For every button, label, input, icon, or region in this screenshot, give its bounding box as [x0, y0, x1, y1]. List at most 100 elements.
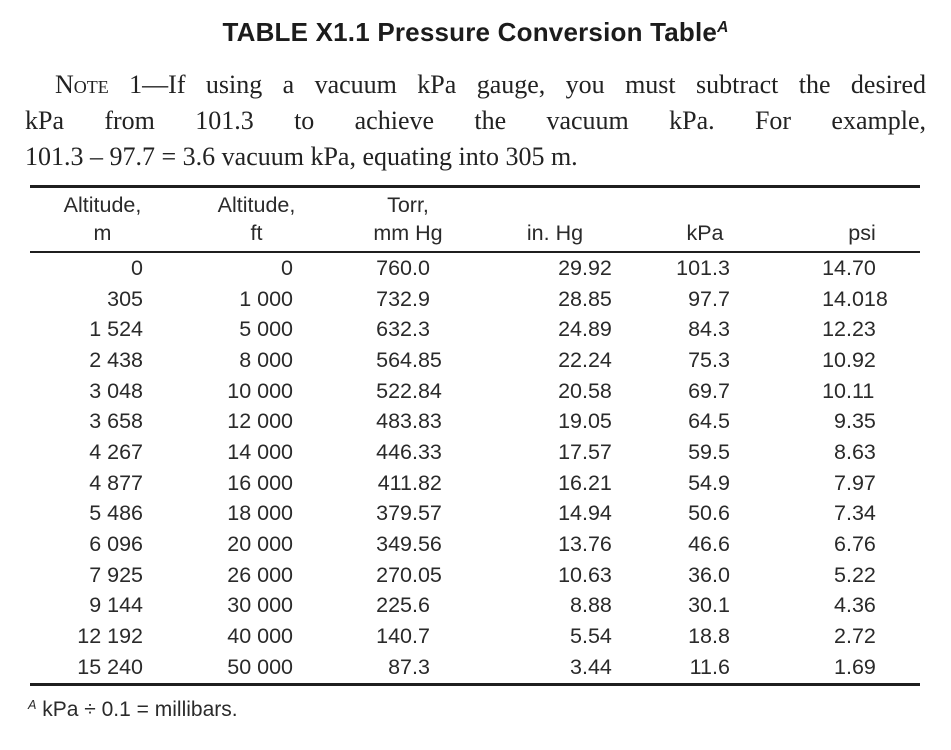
- table-cell: 760.0: [376, 255, 430, 280]
- table-cell: 87.3: [388, 654, 430, 679]
- pressure-conversion-table: Altitude, m Altitude, ft Torr, mm Hg in.…: [30, 185, 920, 686]
- table-cell: 14.70: [822, 255, 876, 280]
- table-cell: 101.3: [676, 255, 730, 280]
- table-row: 0 0 760.0 29.92 101.3 14.70: [30, 252, 920, 284]
- table-cell: 140.7: [376, 624, 430, 649]
- table-cell: 29.92: [558, 255, 612, 280]
- table-cell: 732.9: [376, 286, 430, 311]
- table-cell: 1 524: [89, 317, 143, 342]
- table-cell: 564.85: [376, 347, 442, 372]
- note-line: kPa from 101.3 to achieve the vacuum kPa…: [25, 106, 926, 135]
- table-cell: 24.89: [558, 317, 612, 342]
- table-cell: 40 000: [227, 624, 293, 649]
- table-cell: 3 658: [89, 409, 143, 434]
- table-cell: 446.33: [376, 439, 442, 464]
- table-cell: 7.97: [834, 470, 876, 495]
- table-cell: 305: [107, 286, 143, 311]
- column-header-in-hg: in. Hg: [470, 186, 640, 253]
- table-cell: 1 000: [239, 286, 293, 311]
- table-cell: 50.6: [688, 501, 730, 526]
- note-line: Note 1—If using a vacuum kPa gauge, you …: [25, 67, 926, 103]
- table-cell: 1.69: [834, 654, 876, 679]
- note-line: 101.3 – 97.7 = 3.6 vacuum kPa, equating …: [25, 142, 578, 171]
- table-cell: 8.88: [570, 593, 612, 618]
- table-cell: 16.21: [558, 470, 612, 495]
- table-cell: 632.3: [376, 317, 430, 342]
- table-cell: 10.92: [822, 347, 876, 372]
- table-row: 2 438 8 000 564.85 22.24 75.3 10.92: [30, 345, 920, 376]
- table-cell: 84.3: [688, 317, 730, 342]
- table-cell: 4.36: [834, 593, 876, 618]
- note-line-text: —If using a vacuum kPa gauge, you must s…: [142, 70, 927, 99]
- table-row: 15 240 50 000 87.3 3.44 11.6 1.69: [30, 652, 920, 684]
- table-cell: 522.84: [376, 378, 442, 403]
- footnote-marker: A: [28, 697, 37, 712]
- column-header-altitude-m: Altitude, m: [30, 186, 175, 253]
- table-cell: 8.63: [834, 439, 876, 464]
- table-cell: 3 048: [89, 378, 143, 403]
- table-cell: 3.44: [570, 654, 612, 679]
- table-cell: 18 000: [227, 501, 293, 526]
- footnote-text: kPa ÷ 0.1 = millibars.: [36, 697, 238, 721]
- table-cell: 7 925: [89, 562, 143, 587]
- table-cell: 0: [131, 255, 143, 280]
- table-cell: 2 438: [89, 347, 143, 372]
- table-cell: 18.8: [688, 624, 730, 649]
- table-cell: 10 000: [227, 378, 293, 403]
- table-cell: 17.57: [558, 439, 612, 464]
- column-header-torr: Torr, mm Hg: [330, 186, 470, 253]
- note-label: Note 1: [55, 70, 143, 99]
- table-cell: 26 000: [227, 562, 293, 587]
- table-cell: 14.018: [822, 286, 888, 311]
- table-cell: 46.6: [688, 532, 730, 557]
- table-cell: 50 000: [227, 654, 293, 679]
- table-cell: 97.7: [688, 286, 730, 311]
- table-cell: 12 000: [227, 409, 293, 434]
- table-cell: 14.94: [558, 501, 612, 526]
- table-cell: 349.56: [376, 532, 442, 557]
- table-cell: 54.9: [688, 470, 730, 495]
- table-cell: 10.63: [558, 562, 612, 587]
- table-title-text: TABLE X1.1 Pressure Conversion Table: [222, 17, 718, 47]
- table-row: 5 486 18 000 379.57 14.94 50.6 7.34: [30, 499, 920, 530]
- table-cell: 12.23: [822, 317, 876, 342]
- table-cell: 7.34: [834, 501, 876, 526]
- table-cell: 15 240: [77, 654, 143, 679]
- table-cell: 4 267: [89, 439, 143, 464]
- table-cell: 19.05: [558, 409, 612, 434]
- table-cell: 14 000: [227, 439, 293, 464]
- table-cell: 28.85: [558, 286, 612, 311]
- table-cell: 2.72: [834, 624, 876, 649]
- table-header: Altitude, m Altitude, ft Torr, mm Hg in.…: [30, 186, 920, 253]
- table-cell: 11.6: [689, 654, 730, 679]
- column-header-psi: psi: [770, 186, 920, 253]
- column-header-kpa: kPa: [640, 186, 770, 253]
- table-row: 4 877 16 000 411.82 16.21 54.9 7.97: [30, 468, 920, 499]
- table-cell: 5.54: [570, 624, 612, 649]
- table-row: 12 192 40 000 140.7 5.54 18.8 2.72: [30, 621, 920, 652]
- table-cell: 30 000: [227, 593, 293, 618]
- table-cell: 379.57: [376, 501, 442, 526]
- table-row: 4 267 14 000 446.33 17.57 59.5 8.63: [30, 437, 920, 468]
- table-cell: 59.5: [688, 439, 730, 464]
- table-row: 7 925 26 000 270.05 10.63 36.0 5.22: [30, 560, 920, 591]
- table-cell: 69.7: [688, 378, 730, 403]
- table-cell: 16 000: [227, 470, 293, 495]
- table-cell: 5.22: [834, 562, 876, 587]
- table-cell: 36.0: [688, 562, 730, 587]
- table-cell: 8 000: [239, 347, 293, 372]
- table-cell: 22.24: [558, 347, 612, 372]
- table-body: 0 0 760.0 29.92 101.3 14.70 305 1 000 732.9 28.85…: [30, 252, 920, 684]
- table-row: 305 1 000 732.9 28.85 97.7 14.018: [30, 284, 920, 315]
- table-cell: 75.3: [688, 347, 730, 372]
- table-cell: 5 000: [239, 317, 293, 342]
- page-title: TABLE X1.1 Pressure Conversion TableA: [0, 0, 951, 53]
- table-cell: 0: [281, 255, 293, 280]
- table-cell: 9.35: [834, 409, 876, 434]
- table-row: 3 658 12 000 483.83 19.05 64.5 9.35: [30, 406, 920, 437]
- note-paragraph: Note 1—If using a vacuum kPa gauge, you …: [25, 67, 926, 175]
- table-cell: 30.1: [688, 593, 730, 618]
- column-header-altitude-ft: Altitude, ft: [175, 186, 330, 253]
- table-cell: 6 096: [89, 532, 143, 557]
